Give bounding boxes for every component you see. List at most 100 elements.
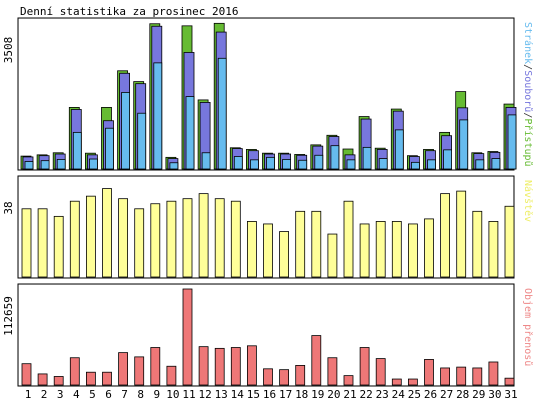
bar-visits-návštěv-day-24 bbox=[391, 221, 402, 278]
bar-volume-objem-přenosů-day-16 bbox=[263, 368, 273, 386]
bar-volume-objem-přenosů-day-15 bbox=[246, 345, 257, 386]
bar-volume-objem-přenosů-day-2 bbox=[37, 373, 48, 386]
bar-visits-návštěv-day-15 bbox=[246, 221, 257, 278]
x-tick-label-day-5: 5 bbox=[89, 388, 96, 401]
panel-plot-area-traffic bbox=[19, 19, 513, 169]
bar-traffic-stránek-day-7 bbox=[121, 92, 130, 170]
x-tick-label-day-6: 6 bbox=[105, 388, 112, 401]
chart-title: Denní statistika za prosinec 2016 bbox=[20, 5, 239, 18]
bar-traffic-stránek-day-13 bbox=[217, 57, 227, 170]
bar-visits-návštěv-day-25 bbox=[407, 223, 418, 278]
bar-volume-objem-přenosů-day-1 bbox=[21, 363, 32, 386]
panel-max-label-traffic: 3508 bbox=[2, 37, 15, 64]
x-tick-label-day-15: 15 bbox=[247, 388, 260, 401]
bar-traffic-stránek-day-26 bbox=[427, 159, 436, 170]
bar-volume-objem-přenosů-day-22 bbox=[359, 347, 370, 386]
x-tick-label-day-9: 9 bbox=[153, 388, 160, 401]
x-tick-label-day-27: 27 bbox=[440, 388, 453, 401]
bar-traffic-stránek-day-21 bbox=[346, 159, 356, 170]
bar-traffic-stránek-day-6 bbox=[105, 127, 114, 170]
bar-volume-objem-přenosů-day-7 bbox=[118, 352, 128, 386]
bar-traffic-stránek-day-17 bbox=[282, 159, 292, 170]
bar-volume-objem-přenosů-day-6 bbox=[102, 371, 112, 386]
legend-part-traffic-0: Stránek bbox=[522, 22, 533, 64]
x-tick-label-day-24: 24 bbox=[392, 388, 406, 401]
bar-visits-návštěv-day-10 bbox=[166, 200, 177, 278]
bar-traffic-stránek-day-5 bbox=[89, 158, 98, 170]
bar-volume-objem-přenosů-day-11 bbox=[182, 288, 193, 386]
bar-visits-návštěv-day-23 bbox=[375, 221, 386, 278]
x-tick-label-day-17: 17 bbox=[279, 388, 292, 401]
x-tick-label-day-31: 31 bbox=[504, 388, 517, 401]
bar-traffic-stránek-day-20 bbox=[330, 145, 340, 170]
x-tick-label-day-26: 26 bbox=[424, 388, 437, 401]
bar-visits-návštěv-day-6 bbox=[102, 188, 112, 278]
bar-traffic-stránek-day-27 bbox=[443, 149, 453, 170]
x-tick-label-day-8: 8 bbox=[137, 388, 144, 401]
bar-visits-návštěv-day-29 bbox=[472, 210, 483, 278]
legend-part-traffic-2: Souborů bbox=[522, 70, 533, 112]
bar-visits-návštěv-day-5 bbox=[86, 195, 96, 278]
x-tick-label-day-4: 4 bbox=[73, 388, 80, 401]
bar-volume-objem-přenosů-day-20 bbox=[327, 357, 338, 386]
bar-volume-objem-přenosů-day-21 bbox=[343, 375, 354, 386]
x-tick-label-day-22: 22 bbox=[359, 388, 372, 401]
bar-volume-objem-přenosů-day-30 bbox=[488, 361, 499, 386]
bar-volume-objem-přenosů-day-5 bbox=[86, 371, 96, 386]
bar-traffic-stránek-day-30 bbox=[491, 158, 501, 170]
x-tick-label-day-7: 7 bbox=[121, 388, 128, 401]
bar-traffic-stránek-day-18 bbox=[298, 159, 308, 170]
bar-traffic-stránek-day-15 bbox=[249, 159, 259, 170]
bar-volume-objem-přenosů-day-10 bbox=[166, 365, 177, 386]
panel-max-label-volume: 112659 bbox=[2, 296, 15, 336]
x-tick-label-day-30: 30 bbox=[488, 388, 501, 401]
x-tick-label-day-25: 25 bbox=[408, 388, 421, 401]
bar-traffic-stránek-day-31 bbox=[507, 114, 517, 170]
bar-volume-objem-přenosů-day-26 bbox=[424, 359, 434, 386]
bar-volume-objem-přenosů-day-4 bbox=[69, 357, 80, 386]
bar-traffic-stránek-day-4 bbox=[72, 131, 82, 170]
legend-part-traffic-1: / bbox=[522, 64, 533, 70]
x-tick-label-day-13: 13 bbox=[215, 388, 228, 401]
bar-volume-objem-přenosů-day-9 bbox=[150, 347, 161, 386]
bar-traffic-stránek-day-22 bbox=[362, 146, 372, 170]
legend-part-traffic-3: / bbox=[522, 112, 533, 118]
bar-visits-návštěv-day-1 bbox=[21, 208, 32, 278]
x-tick-label-day-14: 14 bbox=[231, 388, 245, 401]
panel-legend-volume: Objem přenosů bbox=[522, 288, 533, 366]
bar-volume-objem-přenosů-day-24 bbox=[391, 378, 402, 386]
bar-volume-objem-přenosů-day-17 bbox=[279, 369, 290, 386]
bar-traffic-stránek-day-25 bbox=[410, 161, 420, 170]
panel-visits: 38 Návštěv bbox=[2, 175, 533, 279]
panel-legend-traffic: Stránek/Souborů/Přístupů bbox=[522, 22, 533, 167]
bar-visits-návštěv-day-28 bbox=[456, 190, 467, 278]
bar-visits-návštěv-day-2 bbox=[37, 208, 48, 278]
bar-volume-objem-přenosů-day-19 bbox=[311, 335, 322, 386]
bar-traffic-stránek-day-9 bbox=[153, 62, 163, 170]
bar-visits-návštěv-day-27 bbox=[440, 193, 451, 278]
bar-visits-návštěv-day-14 bbox=[230, 200, 241, 278]
bar-traffic-stránek-day-3 bbox=[56, 159, 66, 170]
legend-part-visits-0: Návštěv bbox=[522, 180, 533, 222]
bar-visits-návštěv-day-19 bbox=[311, 210, 322, 278]
bar-volume-objem-přenosů-day-23 bbox=[375, 358, 386, 386]
x-tick-label-day-19: 19 bbox=[311, 388, 324, 401]
bar-traffic-stránek-day-11 bbox=[185, 96, 195, 170]
bar-visits-návštěv-day-26 bbox=[424, 218, 434, 278]
bar-volume-objem-přenosů-day-31 bbox=[504, 377, 515, 386]
bar-traffic-stránek-day-1 bbox=[24, 161, 34, 170]
bar-visits-návštěv-day-4 bbox=[69, 200, 80, 278]
x-tick-label-day-18: 18 bbox=[295, 388, 308, 401]
x-tick-label-day-16: 16 bbox=[263, 388, 276, 401]
x-tick-label-day-20: 20 bbox=[327, 388, 340, 401]
bar-visits-návštěv-day-3 bbox=[53, 215, 64, 278]
bar-visits-návštěv-day-17 bbox=[279, 231, 290, 278]
x-tick-label-day-11: 11 bbox=[182, 388, 195, 401]
bar-visits-návštěv-day-30 bbox=[488, 221, 499, 278]
bar-visits-návštěv-day-11 bbox=[182, 198, 193, 278]
bar-volume-objem-přenosů-day-13 bbox=[214, 347, 225, 386]
x-tick-label-day-29: 29 bbox=[472, 388, 485, 401]
x-tick-label-day-23: 23 bbox=[376, 388, 389, 401]
x-tick-label-day-2: 2 bbox=[41, 388, 48, 401]
bar-volume-objem-přenosů-day-25 bbox=[407, 378, 418, 386]
